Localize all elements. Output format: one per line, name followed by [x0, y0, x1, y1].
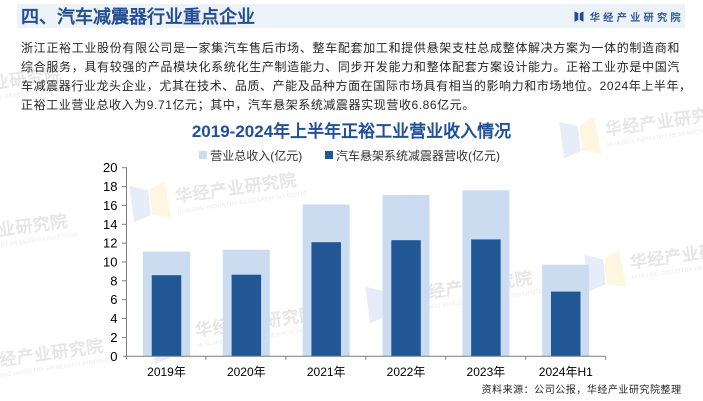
svg-text:6: 6 [110, 292, 117, 307]
svg-text:2: 2 [110, 330, 117, 345]
svg-text:12: 12 [103, 236, 117, 251]
svg-text:2023年: 2023年 [467, 365, 506, 379]
svg-text:20: 20 [103, 160, 117, 175]
svg-text:8: 8 [110, 273, 117, 288]
svg-text:0: 0 [110, 349, 117, 364]
svg-text:2019年: 2019年 [147, 365, 186, 379]
svg-text:16: 16 [103, 198, 117, 213]
svg-text:2020年: 2020年 [227, 365, 266, 379]
svg-text:10: 10 [103, 255, 117, 270]
svg-text:14: 14 [103, 217, 117, 232]
svg-text:2022年: 2022年 [387, 365, 426, 379]
svg-text:18: 18 [103, 179, 117, 194]
svg-text:4: 4 [110, 311, 117, 326]
svg-text:2024年H1: 2024年H1 [539, 365, 593, 379]
svg-text:2021年: 2021年 [307, 365, 346, 379]
